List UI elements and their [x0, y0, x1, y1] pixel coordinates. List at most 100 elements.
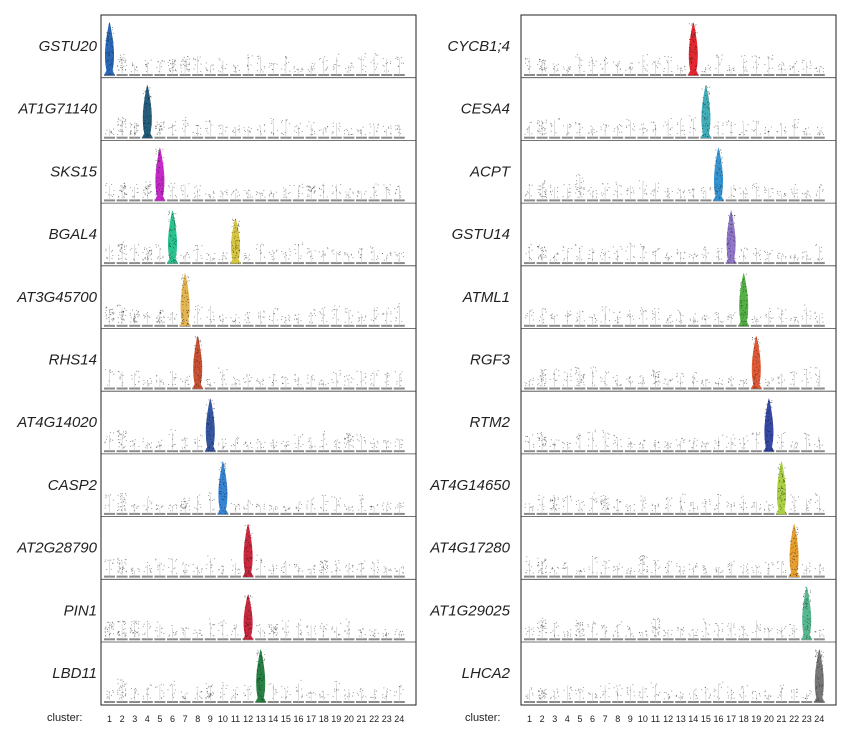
- cell-point: [273, 446, 275, 448]
- cell-point: [106, 628, 108, 630]
- cell-point: [382, 633, 384, 635]
- cell-point: [344, 254, 346, 256]
- cell-point: [186, 292, 188, 294]
- cell-point: [186, 252, 188, 254]
- cell-point: [344, 311, 346, 313]
- cell-point: [155, 686, 157, 688]
- cell-point: [112, 52, 114, 54]
- cell-point: [174, 60, 176, 62]
- cell-point: [220, 512, 222, 514]
- cell-point: [390, 502, 392, 504]
- cell-point: [220, 504, 222, 506]
- cell-point: [567, 70, 569, 72]
- cell-point: [275, 508, 277, 510]
- cell-point: [260, 251, 262, 254]
- cell-point: [244, 684, 246, 686]
- cell-point: [175, 239, 177, 241]
- cell-point: [721, 193, 723, 195]
- cell-point: [335, 440, 337, 442]
- cell-point: [211, 694, 213, 697]
- cell-point: [144, 98, 146, 100]
- cell-point: [542, 184, 544, 186]
- cell-point: [377, 54, 379, 56]
- cell-point: [349, 69, 351, 71]
- cell-point: [397, 58, 399, 60]
- cell-point: [158, 129, 161, 131]
- cell-point: [326, 443, 328, 445]
- cell-point: [107, 384, 109, 386]
- cell-point: [110, 624, 112, 626]
- cell-point: [205, 120, 207, 122]
- cell-point: [384, 381, 386, 383]
- cell-point: [731, 122, 733, 124]
- cell-point: [325, 566, 328, 569]
- cell-point: [616, 195, 618, 197]
- cell-point: [219, 483, 221, 485]
- cell-point: [324, 127, 326, 129]
- cell-point: [263, 311, 265, 313]
- cell-point: [298, 195, 300, 197]
- cell-point: [288, 507, 290, 510]
- cell-point: [270, 253, 272, 256]
- cell-point: [247, 527, 249, 529]
- cell-point: [185, 505, 188, 507]
- tick-label-cluster-23: 23: [382, 714, 392, 724]
- cell-point: [238, 568, 240, 570]
- cell-point: [123, 501, 125, 503]
- cell-point: [312, 568, 314, 570]
- cell-point: [261, 679, 263, 681]
- cell-point: [717, 128, 719, 130]
- cell-point: [823, 134, 825, 136]
- cell-point: [652, 130, 655, 132]
- cell-point: [744, 54, 746, 57]
- cell-point: [194, 442, 197, 444]
- violin-cluster-5: [154, 147, 166, 201]
- cell-point: [157, 245, 160, 247]
- cell-point: [709, 123, 711, 125]
- cell-point: [132, 506, 134, 508]
- cell-point: [666, 124, 668, 126]
- cell-point: [657, 62, 659, 64]
- cell-point: [155, 160, 157, 161]
- cell-point: [147, 192, 149, 194]
- cell-point: [113, 311, 115, 313]
- cell-point: [201, 245, 203, 247]
- cell-point: [705, 125, 706, 127]
- cell-point: [106, 70, 108, 71]
- cell-point: [185, 254, 187, 256]
- cell-point: [671, 127, 673, 129]
- cell-point: [209, 693, 211, 695]
- cell-point: [284, 687, 286, 689]
- cell-point: [257, 55, 259, 58]
- cell-point: [298, 510, 300, 512]
- cell-point: [197, 342, 199, 344]
- cell-point: [394, 695, 396, 697]
- cell-point: [205, 697, 207, 699]
- cell-point: [219, 491, 221, 493]
- cell-point: [300, 255, 302, 257]
- cell-point: [117, 494, 119, 496]
- cell-point: [133, 317, 136, 320]
- cell-point: [400, 57, 403, 59]
- cell-point: [162, 176, 164, 178]
- cell-point: [245, 616, 246, 618]
- cell-point: [677, 65, 679, 67]
- cell-point: [323, 185, 325, 187]
- cell-point: [271, 255, 273, 257]
- cell-point: [377, 313, 379, 315]
- cell-point: [702, 125, 704, 127]
- cell-point: [246, 618, 248, 620]
- cell-point: [181, 439, 183, 441]
- cell-point: [132, 440, 134, 442]
- cell-point: [579, 187, 581, 189]
- cell-point: [543, 187, 545, 189]
- cell-point: [810, 64, 812, 66]
- cell-point: [310, 312, 312, 314]
- cell-point: [645, 192, 647, 194]
- cell-point: [119, 694, 121, 696]
- cell-point: [125, 632, 127, 634]
- cell-point: [209, 561, 211, 563]
- cell-point: [271, 120, 273, 122]
- cell-point: [324, 563, 327, 565]
- cell-point: [249, 196, 251, 198]
